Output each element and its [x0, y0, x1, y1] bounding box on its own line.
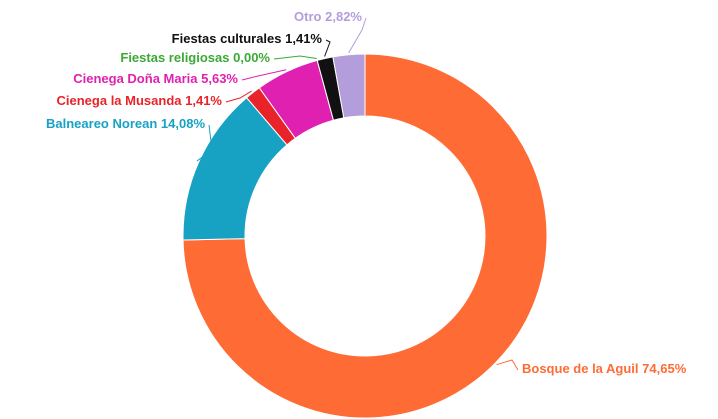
slice-label: Cienega Doña Maria 5,63% — [73, 71, 238, 86]
slice-value: 5,63% — [201, 71, 238, 86]
slice-name: Cienega la Musanda — [57, 93, 183, 108]
leader-line — [324, 39, 331, 57]
slice-label: Fiestas religiosas 0,00% — [120, 50, 270, 65]
leader-line — [225, 90, 252, 103]
slice-name: Cienega Doña Maria — [73, 71, 198, 86]
slice-name: Fiestas culturales — [172, 31, 282, 46]
slice-value: 1,41% — [285, 31, 322, 46]
leader-line — [273, 55, 317, 60]
slice-label: Cienega la Musanda 1,41% — [57, 93, 223, 108]
leader-line — [241, 69, 287, 81]
slice-label: Fiestas culturales 1,41% — [172, 31, 323, 46]
slice-name: Balneareo Norean — [46, 116, 157, 131]
slice-label: Otro 2,82% — [294, 9, 362, 24]
slice-name: Fiestas religiosas — [120, 50, 229, 65]
donut-slice — [182, 53, 548, 419]
slice-label: Bosque de la Aguil 74,65% — [522, 361, 687, 376]
leader-line — [496, 359, 519, 371]
slice-value: 2,82% — [325, 9, 362, 24]
slice-value: 1,41% — [185, 93, 222, 108]
leader-line — [348, 17, 367, 53]
slice-value: 74,65% — [642, 361, 687, 376]
slice-name: Otro — [294, 9, 322, 24]
slice-value: 0,00% — [233, 50, 270, 65]
leader-line — [196, 124, 213, 162]
donut-slice — [332, 53, 366, 119]
slice-label: Balneareo Norean 14,08% — [46, 116, 205, 131]
slice-name: Bosque de la Aguil — [522, 361, 639, 376]
slice-value: 14,08% — [161, 116, 206, 131]
